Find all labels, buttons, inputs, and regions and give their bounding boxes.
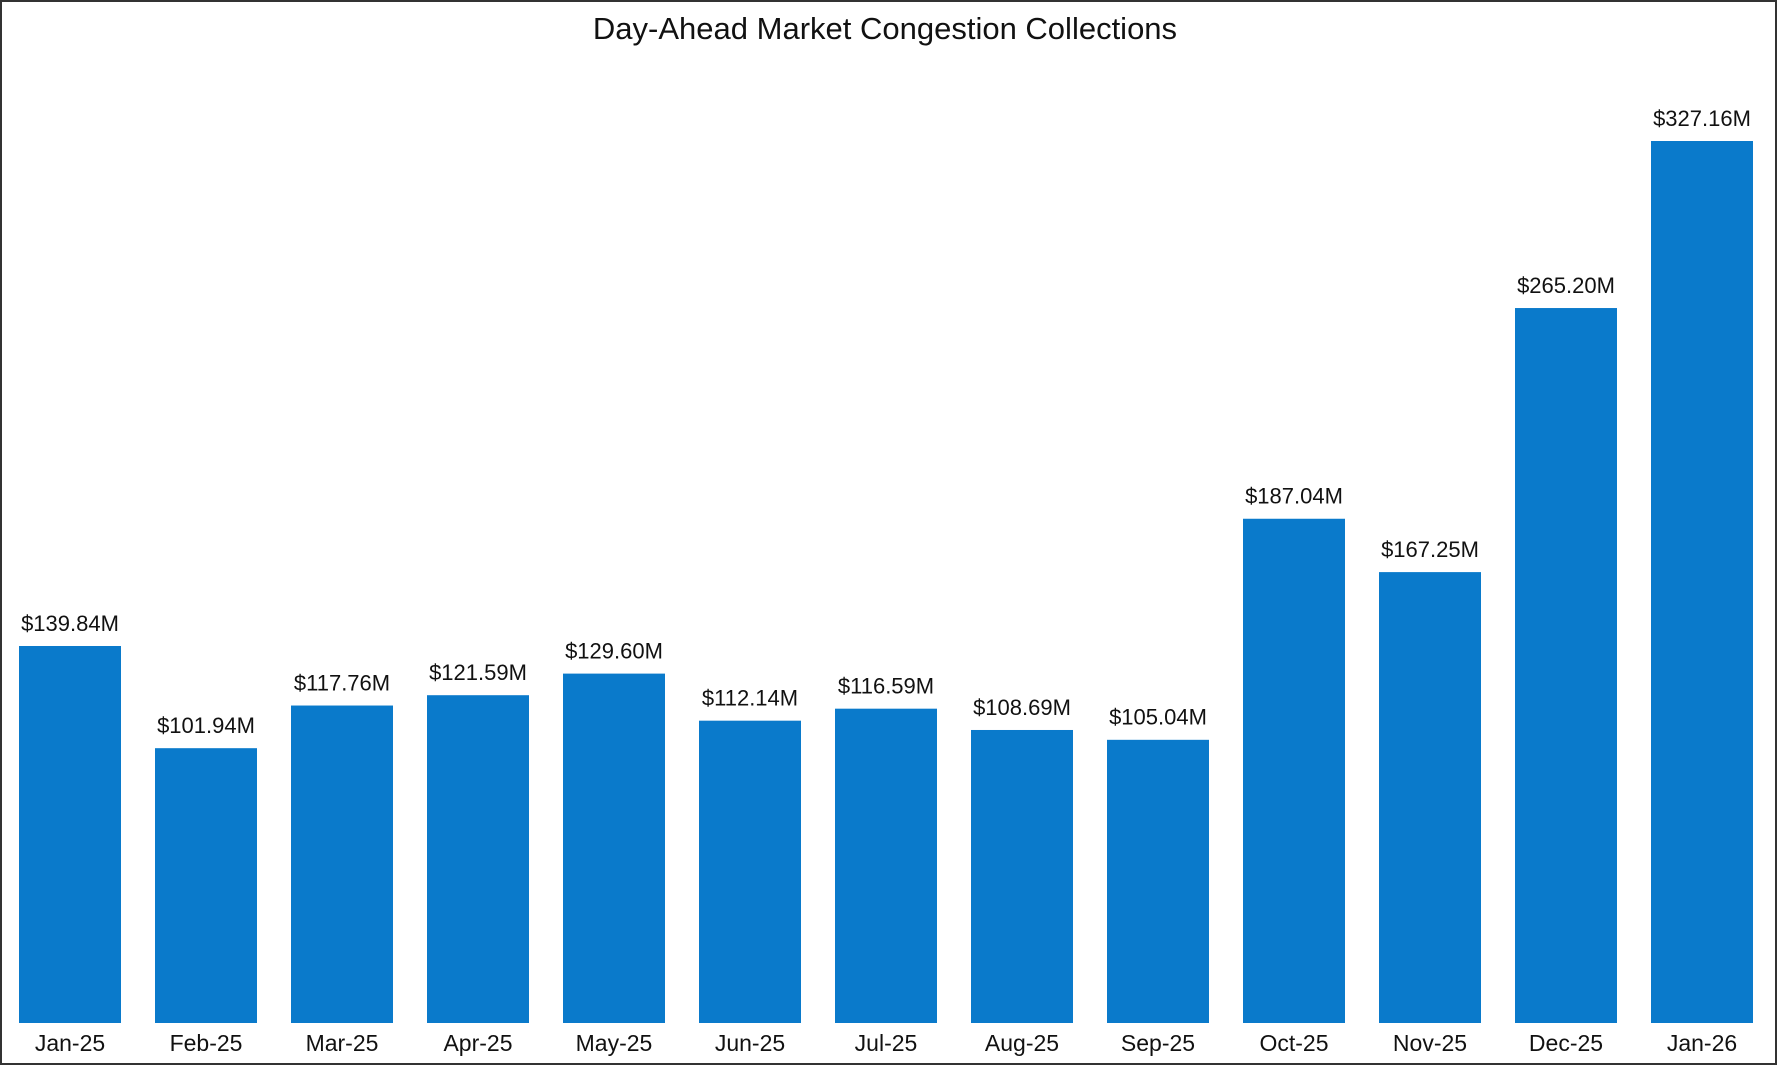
chart-title: Day-Ahead Market Congestion Collections [593, 11, 1177, 46]
value-label: $117.76M [294, 670, 390, 695]
bar [563, 673, 665, 1023]
bar [291, 705, 393, 1023]
bar [1379, 572, 1481, 1023]
value-label: $112.14M [702, 685, 798, 710]
bar [1243, 518, 1345, 1023]
value-label: $327.16M [1653, 106, 1751, 131]
x-tick-label: Mar-25 [306, 1030, 379, 1056]
value-label: $108.69M [973, 695, 1071, 720]
value-label: $129.60M [565, 638, 663, 663]
value-label: $121.59M [429, 660, 527, 685]
x-tick-label: Jan-26 [1667, 1030, 1737, 1056]
x-tick-label: Jan-25 [35, 1030, 105, 1056]
x-tick-label: Apr-25 [443, 1030, 512, 1056]
x-tick-label: Jul-25 [855, 1030, 918, 1056]
value-label: $265.20M [1517, 273, 1615, 298]
x-tick-label: Feb-25 [170, 1030, 243, 1056]
x-tick-label: Dec-25 [1529, 1030, 1603, 1056]
bar [1107, 739, 1209, 1023]
bar [427, 695, 529, 1023]
x-tick-label: Oct-25 [1259, 1030, 1328, 1056]
bar [155, 748, 257, 1023]
bar [971, 729, 1073, 1023]
value-label: $187.04M [1245, 484, 1343, 509]
value-label: $105.04M [1109, 705, 1207, 730]
bar [1515, 308, 1617, 1023]
bar [835, 708, 937, 1023]
value-label: $139.84M [21, 611, 119, 636]
bar [1651, 141, 1753, 1023]
x-tick-label: Sep-25 [1121, 1030, 1195, 1056]
x-tick-label: Jun-25 [715, 1030, 785, 1056]
value-label: $116.59M [838, 673, 934, 698]
value-label: $167.25M [1381, 537, 1479, 562]
bar [699, 720, 801, 1023]
bar [19, 646, 121, 1023]
x-tick-label: May-25 [576, 1030, 653, 1056]
x-tick-label: Aug-25 [985, 1030, 1059, 1056]
value-label: $101.94M [157, 713, 255, 738]
x-tick-label: Nov-25 [1393, 1030, 1467, 1056]
